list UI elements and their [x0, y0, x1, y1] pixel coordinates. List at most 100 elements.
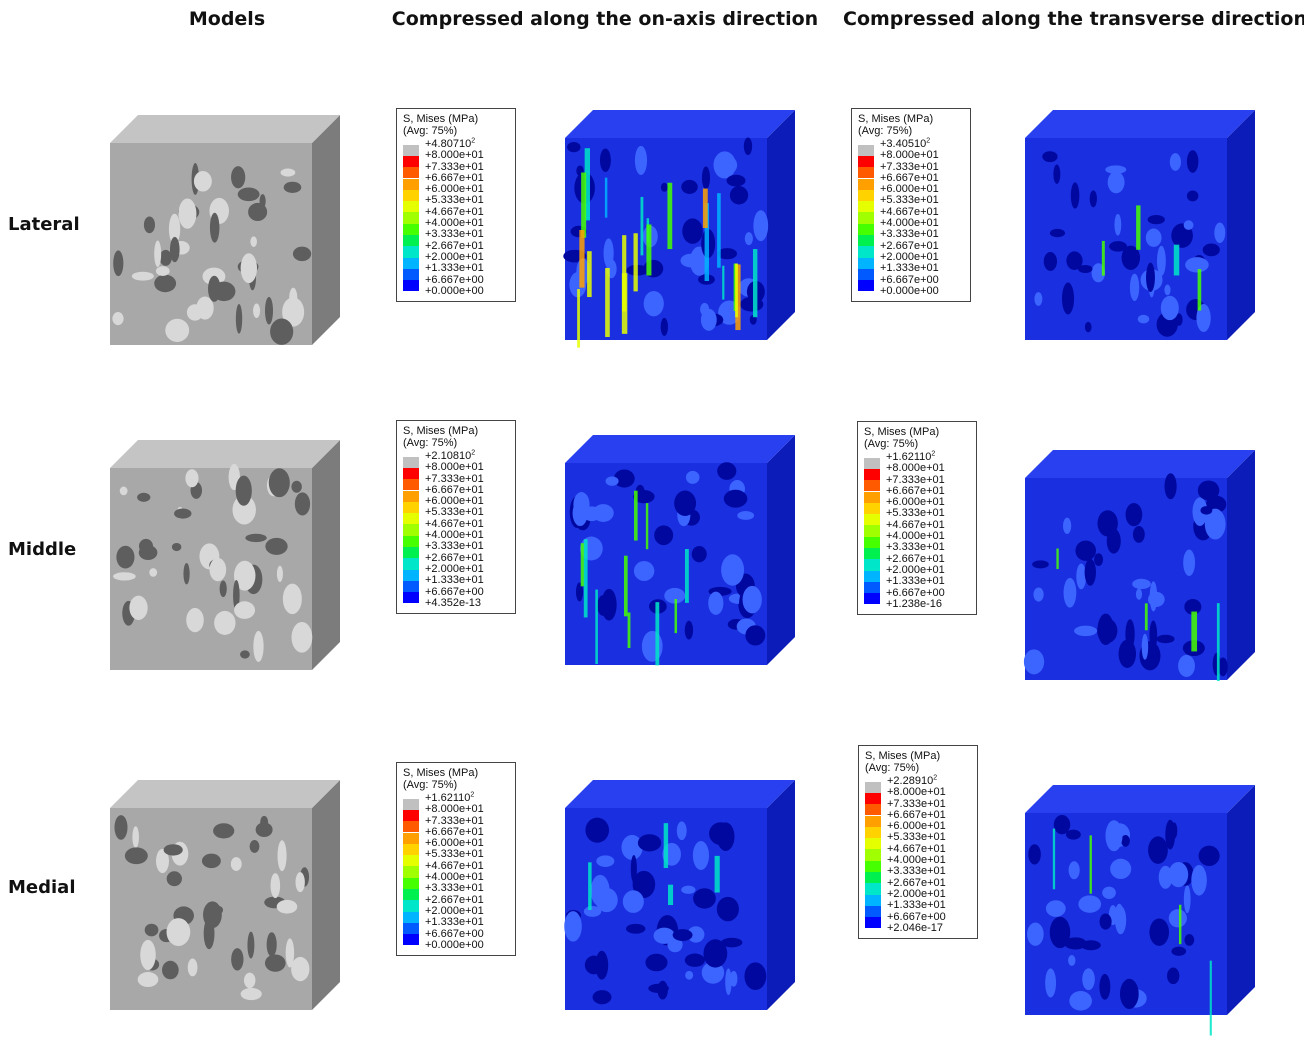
pore	[178, 199, 196, 229]
pore	[634, 561, 654, 581]
pore	[1074, 626, 1097, 636]
pore	[244, 973, 255, 989]
pore	[693, 888, 716, 908]
pore	[231, 857, 242, 871]
pore	[270, 318, 293, 344]
pore	[1082, 968, 1095, 990]
legend-swatch	[858, 179, 874, 190]
pore	[606, 476, 619, 485]
pore	[1097, 618, 1117, 643]
pore	[635, 146, 647, 175]
pore	[210, 213, 219, 243]
pore	[170, 237, 180, 262]
cube-face	[1025, 110, 1255, 138]
legend-swatch	[403, 145, 419, 156]
stress-streak	[1191, 612, 1197, 652]
legend-swatch	[864, 559, 880, 570]
stress-streak	[1053, 829, 1055, 890]
stress-streak	[675, 599, 678, 633]
pore	[1054, 815, 1070, 834]
pore	[247, 932, 254, 959]
pore	[203, 901, 222, 928]
pore	[234, 601, 255, 619]
legend-scale: +2.108102+8.000e+01+7.333e+01+6.667e+01+…	[403, 451, 509, 609]
pore	[593, 990, 612, 1004]
legend-swatch	[864, 571, 880, 582]
stress-streak	[581, 543, 584, 586]
legend-swatch	[403, 855, 419, 866]
pore	[1028, 844, 1041, 864]
pore	[1105, 820, 1122, 851]
legend-swatch	[403, 810, 419, 821]
pore	[661, 318, 668, 336]
legend-swatch	[858, 235, 874, 246]
legend-swatch	[858, 224, 874, 235]
pore	[1034, 292, 1042, 306]
legend-swatch	[403, 547, 419, 558]
stress-streak	[664, 823, 668, 868]
legend-swatch	[403, 156, 419, 167]
pore	[1024, 649, 1044, 674]
stress-streak	[634, 491, 638, 541]
cube-face	[565, 110, 795, 138]
pore	[144, 216, 155, 233]
cube-face	[1025, 785, 1255, 813]
pore	[730, 186, 748, 204]
legend-swatch	[403, 468, 419, 479]
pore	[1097, 510, 1117, 536]
pore	[1199, 846, 1220, 866]
pore	[593, 504, 614, 522]
legend-swatch	[403, 581, 419, 592]
legend-swatch	[403, 479, 419, 490]
pore	[149, 568, 157, 577]
pore	[1063, 518, 1071, 534]
pore	[236, 476, 252, 506]
stress-streak	[624, 556, 628, 617]
legend-swatch	[865, 906, 881, 917]
pore	[265, 538, 287, 555]
pore	[1171, 947, 1186, 956]
color-legend: S, Mises (MPa)(Avg: 75%)+1.621102+8.000e…	[396, 762, 516, 956]
legend-swatch	[403, 269, 419, 280]
pore	[1094, 553, 1103, 566]
stress-streak	[577, 289, 580, 348]
pore	[1187, 150, 1199, 173]
legend-swatch	[865, 827, 881, 838]
pore	[114, 815, 127, 840]
legend-swatch	[865, 782, 881, 793]
stress-streak	[667, 183, 672, 249]
pore	[1066, 830, 1081, 840]
legend-title: S, Mises (MPa)	[403, 767, 509, 779]
model-render	[1024, 450, 1255, 681]
pore	[1108, 171, 1125, 193]
legend-swatch	[858, 201, 874, 212]
pore	[1100, 914, 1112, 930]
pore	[600, 148, 611, 172]
pore	[595, 951, 608, 980]
pore	[1164, 285, 1170, 296]
pore	[1133, 526, 1145, 543]
pore	[1120, 979, 1139, 1009]
stress-streak	[753, 249, 757, 317]
stress-streak	[622, 235, 626, 311]
pore	[721, 554, 744, 585]
stress-streak	[703, 189, 708, 228]
pore	[740, 297, 763, 312]
legend-swatch	[403, 833, 419, 844]
pore	[1102, 887, 1116, 899]
pore	[644, 291, 664, 316]
pore	[1078, 895, 1101, 912]
model-render	[110, 115, 340, 345]
legend-swatch	[864, 458, 880, 469]
legend-swatch	[403, 844, 419, 855]
pore	[167, 871, 182, 886]
pore	[1148, 836, 1168, 863]
legend-swatch	[858, 269, 874, 280]
pore	[129, 596, 147, 620]
pore	[682, 218, 703, 243]
pore	[1064, 578, 1077, 608]
pore	[631, 855, 637, 883]
legend-swatch	[865, 895, 881, 906]
legend-swatch	[864, 525, 880, 536]
legend-swatch	[403, 224, 419, 235]
